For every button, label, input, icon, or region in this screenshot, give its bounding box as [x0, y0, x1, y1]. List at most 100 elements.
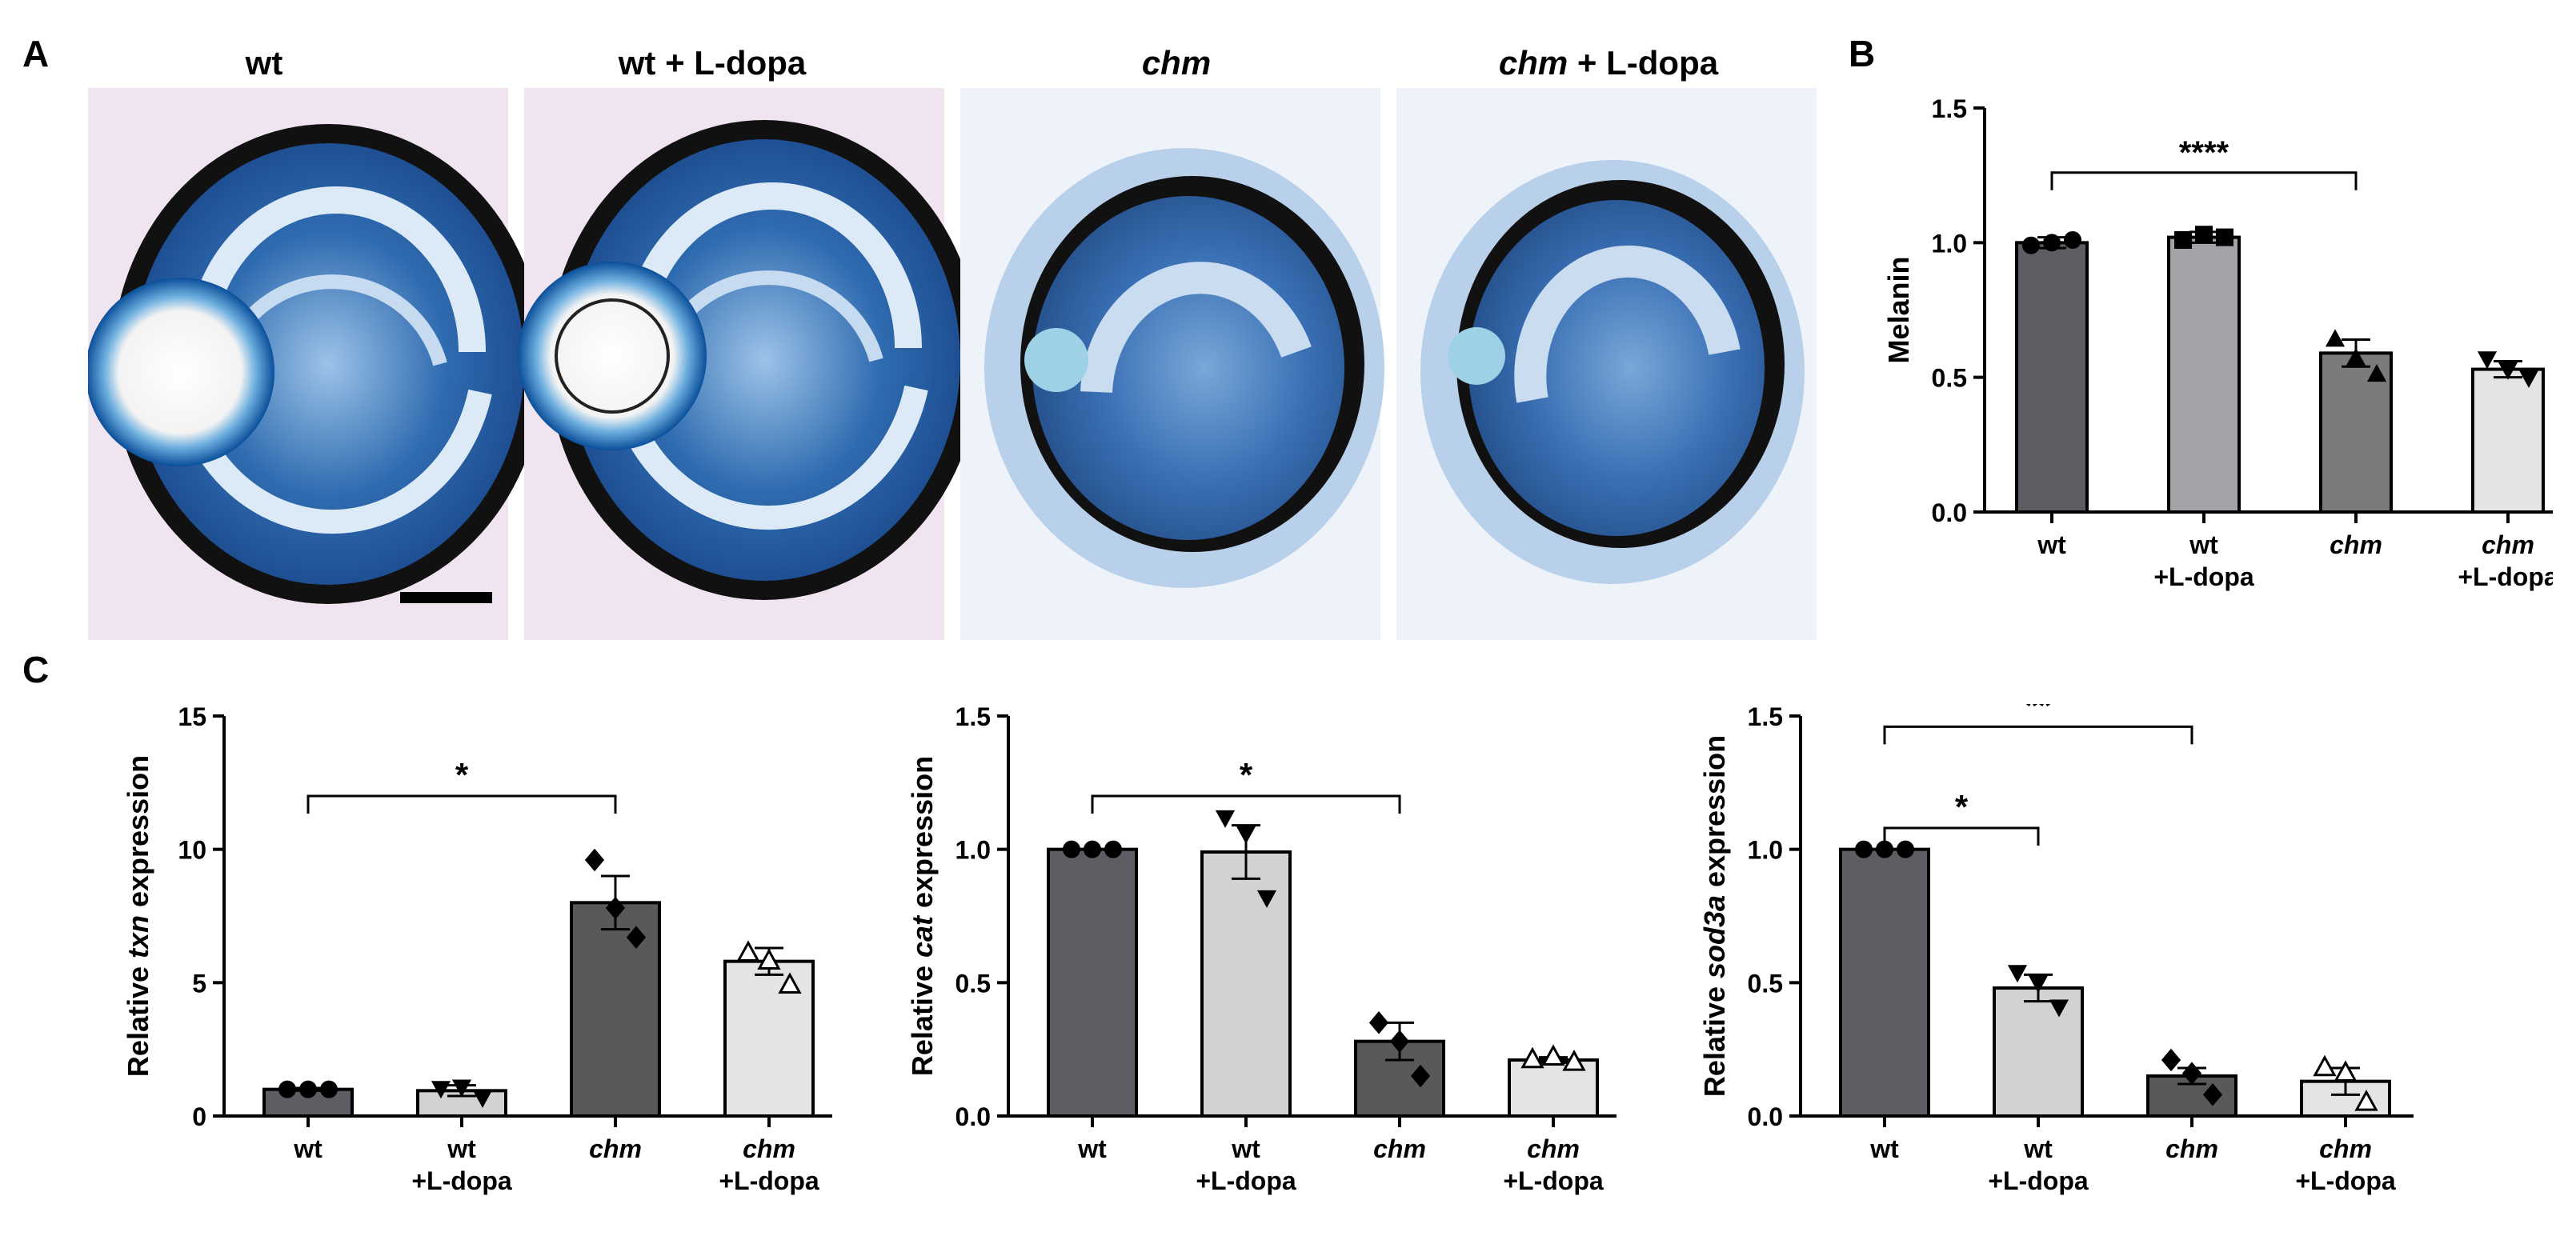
y-axis-label: Relative sod3a expression: [1698, 735, 1731, 1097]
significance-label: ****: [2179, 135, 2229, 170]
data-point: [2346, 347, 2366, 366]
data-point: [2498, 362, 2518, 380]
significance-bracket: [1883, 725, 2193, 745]
data-point: [2064, 230, 2081, 249]
y-tick-label: 1.5: [1748, 704, 1783, 731]
chart-b: Melanin 0.0 0.5 1.0 1.5 wt wt +L-dopa chm chm +L-d…: [1882, 96, 2553, 591]
data-point: [1084, 840, 1101, 858]
data-point: [1876, 840, 1893, 858]
x-tick-label: chm: [589, 1134, 642, 1163]
data-point: [2518, 370, 2539, 388]
x-tick-label-line2: +L-dopa: [1196, 1166, 1296, 1195]
bar: [1200, 850, 1292, 1118]
data-point: [2195, 226, 2213, 244]
y-tick-label: 0.5: [1748, 969, 1783, 998]
x-tick-label: chm: [1527, 1134, 1580, 1163]
data-point: [1410, 1064, 1431, 1088]
data-point: [778, 972, 802, 994]
y-tick-label: 0: [192, 1102, 206, 1131]
significance-label: **: [2025, 704, 2052, 724]
x-tick-label: wt: [447, 1134, 476, 1163]
data-point: [626, 926, 647, 949]
data-point: [1520, 1046, 1544, 1069]
x-tick-label-line2: +L-dopa: [2295, 1166, 2396, 1195]
data-point: [299, 1080, 317, 1098]
x-tick-label-line2: +L-dopa: [1503, 1166, 1604, 1195]
chart-c-cat: Relative cat expression 0.0 0.5 1.0 1.5 wt wt +…: [906, 704, 1617, 1195]
data-point: [2007, 965, 2028, 983]
y-tick-label: 1.5: [1932, 96, 1967, 123]
x-tick-label: wt: [1869, 1134, 1899, 1163]
y-tick-label: 1.5: [955, 704, 991, 731]
significance-bracket: [1883, 826, 2040, 846]
significance-bracket: [1091, 794, 1401, 814]
bar: [1047, 847, 1138, 1118]
eye-image-wt-ldopa: [518, 88, 980, 640]
data-point: [2043, 234, 2061, 252]
x-tick-label: wt: [1231, 1134, 1260, 1163]
data-point: [2028, 975, 2049, 994]
data-point: [2216, 228, 2233, 246]
data-point: [736, 940, 760, 962]
significance-bracket: [2050, 171, 2358, 190]
histology-images: [88, 88, 1817, 640]
data-point: [2049, 999, 2069, 1018]
y-tick-label: 1.0: [1932, 229, 1967, 258]
significance-bracket: [306, 794, 617, 814]
y-tick-label: 10: [178, 836, 206, 865]
chart-c-txn: Relative txn expression 0 5 10 15 wt wt +L-dopa…: [122, 704, 832, 1195]
data-point: [584, 848, 605, 872]
y-tick-label: 0.0: [1932, 498, 1967, 527]
data-point: [1063, 840, 1080, 858]
image-label-chm-ldopa: chm + L-dopa: [1498, 44, 1719, 82]
y-axis-label: Melanin: [1882, 256, 1915, 363]
x-tick-label: wt: [2189, 530, 2218, 559]
x-tick-label: chm: [743, 1134, 795, 1163]
panel-letter-a: A: [22, 33, 50, 74]
bar: [570, 901, 661, 1118]
x-tick-label: chm: [2482, 530, 2534, 559]
image-label-wt: wt: [245, 44, 283, 82]
data-point: [1368, 1011, 1389, 1034]
x-tick-label: chm: [2319, 1134, 2372, 1163]
data-point: [431, 1081, 451, 1099]
data-point: [2334, 1060, 2358, 1082]
y-axis-label: Relative cat expression: [906, 756, 939, 1076]
data-point: [2161, 1048, 2181, 1072]
image-label-chm: chm: [1141, 44, 1212, 82]
x-tick-label-line2: +L-dopa: [411, 1166, 512, 1195]
x-tick-label: wt: [2037, 530, 2066, 559]
data-point: [1897, 840, 1914, 858]
data-point: [2325, 329, 2346, 347]
bar: [723, 959, 815, 1118]
y-tick-label: 0.5: [955, 969, 991, 998]
eye-image-chm: [960, 88, 1384, 640]
data-point: [1256, 890, 1277, 908]
panel-letter-c: C: [22, 649, 50, 690]
x-tick-label: chm: [1373, 1134, 1426, 1163]
y-tick-label: 1.0: [1748, 836, 1783, 865]
data-point: [320, 1080, 338, 1098]
y-tick-label: 0.0: [1748, 1102, 1783, 1131]
eye-image-chm-ldopa: [1396, 88, 1817, 640]
x-tick-label: wt: [2023, 1134, 2053, 1163]
data-point: [2313, 1054, 2337, 1077]
data-point: [2366, 364, 2387, 382]
significance-label: *: [1955, 788, 1969, 826]
y-tick-label: 5: [192, 969, 206, 998]
data-point: [1562, 1050, 1586, 1071]
data-point: [1215, 810, 1236, 828]
data-point: [2174, 230, 2192, 249]
x-tick-label-line2: +L-dopa: [1988, 1166, 2089, 1195]
data-point: [1104, 840, 1122, 858]
chart-c-sod3a: Relative sod3a expression 0.0 0.5 1.0 1.5 wt w…: [1698, 704, 2414, 1195]
significance-label: *: [1240, 756, 1253, 794]
bar: [2015, 241, 2089, 514]
bar: [1839, 847, 1930, 1118]
data-point: [1541, 1044, 1565, 1066]
y-tick-label: 1.0: [955, 836, 991, 865]
data-point: [2354, 1090, 2378, 1111]
x-tick-label: wt: [293, 1134, 323, 1163]
data-point: [2202, 1083, 2223, 1106]
x-tick-label: chm: [2165, 1134, 2218, 1163]
